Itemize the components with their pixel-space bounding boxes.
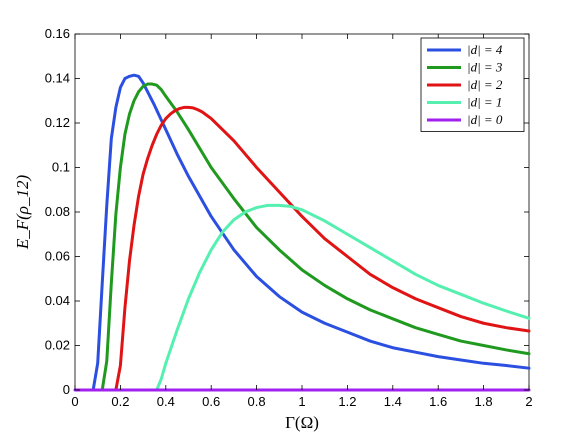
legend: |d| = 4 |d| = 3 |d| = 2 |d| = 1 |d| = 0 bbox=[420, 37, 525, 132]
x-tick-label: 0.2 bbox=[111, 394, 129, 409]
series-line-3 bbox=[155, 203, 531, 392]
x-tick-label: 1.4 bbox=[384, 394, 402, 409]
legend-label-0: |d| = 4 bbox=[467, 42, 503, 57]
x-tick-label: 1.2 bbox=[338, 394, 356, 409]
y-tick-label: 0.14 bbox=[45, 71, 70, 86]
series-line-0 bbox=[91, 73, 531, 392]
legend-label-4: |d| = 0 bbox=[467, 112, 503, 127]
x-tick-label: 1.6 bbox=[429, 394, 447, 409]
legend-label-2: |d| = 2 bbox=[467, 77, 503, 92]
x-tick-label: 0.6 bbox=[202, 394, 220, 409]
y-tick-label: 0.1 bbox=[52, 160, 70, 175]
legend-label-3: |d| = 1 bbox=[467, 95, 502, 110]
y-tick-label: 0.06 bbox=[45, 249, 70, 264]
x-tick-label: 0.4 bbox=[157, 394, 175, 409]
x-axis-label: Γ(Ω) bbox=[285, 413, 319, 432]
y-tick-label: 0.08 bbox=[45, 204, 70, 219]
series-line-2 bbox=[114, 105, 531, 392]
x-tick-label: 0.8 bbox=[248, 394, 266, 409]
y-tick-label: 0.16 bbox=[45, 26, 70, 41]
x-tick-label: 1 bbox=[298, 394, 305, 409]
legend-label-1: |d| = 3 bbox=[467, 60, 503, 75]
y-tick-label: 0 bbox=[63, 382, 70, 397]
y-tick-label: 0.12 bbox=[45, 115, 70, 130]
y-tick-label: 0.04 bbox=[45, 293, 70, 308]
x-tick-label: 1.8 bbox=[475, 394, 493, 409]
ticks-layer: 0 0.2 0.4 0.6 0.8 1 1.2 1.4 1.6 1.8 2 0 0.02 0.04 0.06… bbox=[45, 26, 533, 409]
y-axis-label: E_F(ρ_12) bbox=[13, 175, 32, 251]
x-tick-label: 2 bbox=[525, 394, 532, 409]
series-line-1 bbox=[100, 82, 531, 392]
x-tick-label: 0 bbox=[71, 394, 78, 409]
y-tick-label: 0.02 bbox=[45, 338, 70, 353]
